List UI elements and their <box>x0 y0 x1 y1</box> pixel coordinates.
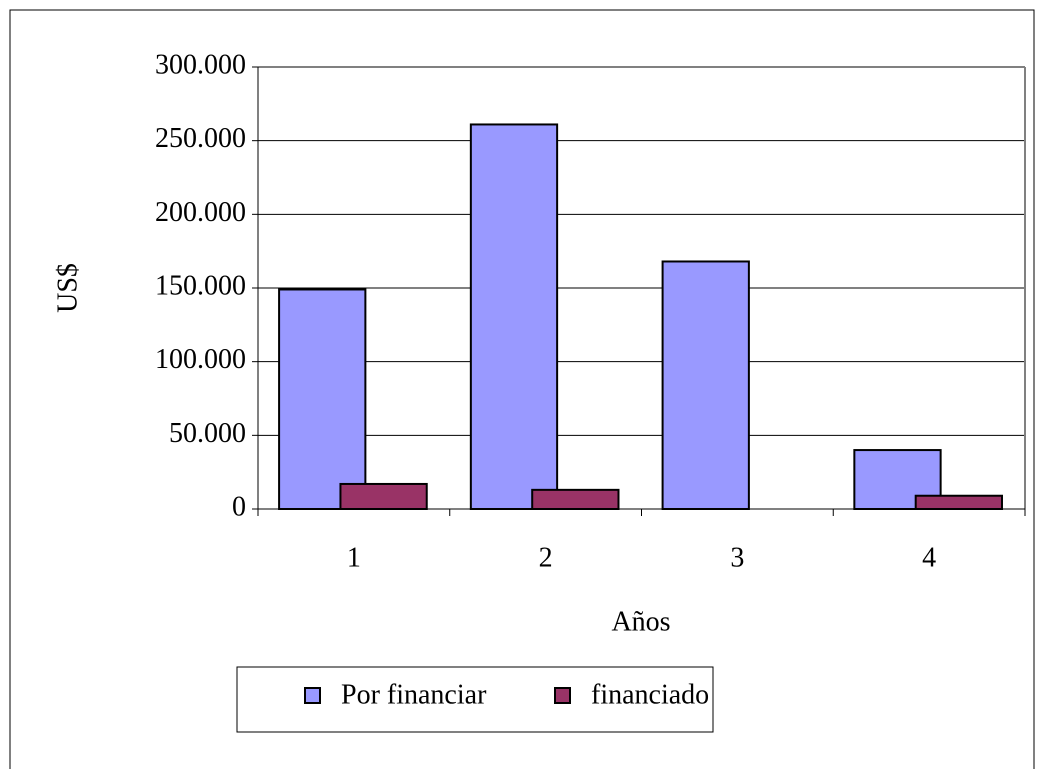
x-tick-label: 3 <box>730 542 744 573</box>
y-tick-label: 150.000 <box>155 270 246 301</box>
legend-marker <box>554 687 571 704</box>
bar <box>661 260 750 511</box>
legend-label: Por financiar <box>341 679 487 710</box>
legend-marker <box>304 687 321 704</box>
chart-frame <box>9 9 1035 769</box>
y-tick-label: 100.000 <box>155 344 246 375</box>
bar <box>278 288 367 510</box>
y-tick-label: 0 <box>232 491 246 522</box>
bar <box>339 482 428 511</box>
legend-label: financiado <box>591 679 709 710</box>
y-axis-label: US$ <box>52 263 83 313</box>
x-axis-label: Años <box>611 606 670 637</box>
x-tick-label: 4 <box>922 542 936 573</box>
y-tick-label: 50.000 <box>169 418 246 449</box>
x-tick-label: 2 <box>539 542 553 573</box>
bar <box>469 123 559 511</box>
x-tick-label: 1 <box>347 542 361 573</box>
y-tick-label: 200.000 <box>155 197 246 228</box>
bar <box>914 494 1003 510</box>
y-tick-label: 300.000 <box>155 49 246 80</box>
bar <box>531 488 620 511</box>
y-tick-label: 250.000 <box>155 123 246 154</box>
